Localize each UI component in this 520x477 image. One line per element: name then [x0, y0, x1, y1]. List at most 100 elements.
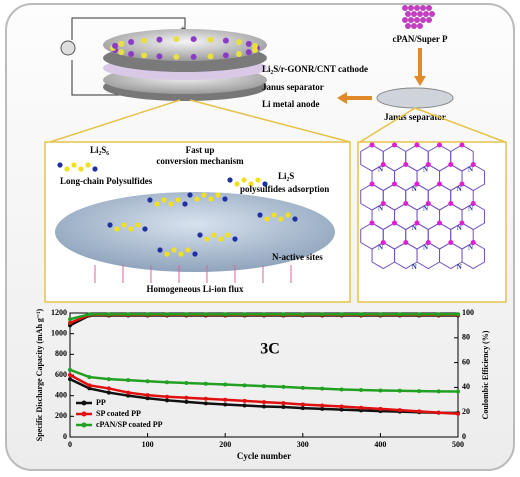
point — [184, 399, 189, 404]
x-tick-label: 400 — [374, 440, 386, 449]
cathode-disk — [103, 29, 267, 61]
x-tick-label: 100 — [142, 440, 154, 449]
n-atom: N — [457, 185, 462, 193]
n-atom: N — [378, 166, 383, 174]
flux-label: Homogeneous Li-ion flux — [146, 284, 244, 294]
point — [203, 396, 208, 401]
n-atom: N — [468, 166, 473, 174]
lattice-atom — [425, 162, 431, 167]
li2s6-label: Li₂S₆ — [90, 145, 109, 155]
janus-disk — [376, 87, 454, 109]
point — [184, 395, 189, 400]
li2s-label: Li₂S — [278, 171, 294, 181]
point — [68, 373, 72, 377]
particle — [245, 40, 252, 47]
janus-label: Janus separator — [384, 112, 446, 122]
atom — [85, 162, 91, 168]
atom — [135, 222, 141, 228]
lattice-atom — [436, 181, 442, 187]
atom — [192, 251, 198, 257]
n-atom: N — [468, 244, 473, 252]
lattice-atom — [436, 220, 442, 226]
point — [126, 378, 131, 383]
particle — [173, 53, 180, 60]
particle — [251, 42, 258, 49]
adsorption-label: polysulfides adsorption — [240, 184, 329, 194]
n-atom: N — [468, 205, 473, 213]
atom — [262, 181, 268, 187]
particle — [402, 5, 408, 11]
atom — [271, 212, 277, 218]
point — [456, 411, 460, 416]
particle — [190, 53, 197, 60]
point — [87, 312, 92, 317]
atom — [234, 181, 240, 187]
point — [223, 397, 228, 402]
separator-label: Janus separator — [262, 82, 324, 92]
point — [320, 386, 325, 391]
particle — [141, 37, 148, 44]
particle — [190, 36, 197, 43]
point — [359, 312, 363, 317]
point — [456, 389, 460, 394]
atom — [64, 166, 70, 172]
lattice-atom — [425, 201, 431, 206]
atom — [154, 201, 160, 207]
lattice-atom — [391, 220, 397, 226]
y-tick-label: 1000 — [51, 328, 67, 337]
y2-tick-label: 40 — [462, 382, 470, 391]
atom — [161, 197, 167, 203]
atom — [182, 201, 188, 207]
n-atom: N — [423, 205, 428, 213]
particle — [414, 5, 420, 11]
y-tick-label: 0 — [63, 432, 67, 441]
atom — [257, 212, 263, 218]
point — [281, 405, 286, 410]
point — [320, 312, 325, 317]
particle — [173, 36, 180, 43]
zoom-lines — [49, 99, 506, 143]
n-atom: N — [457, 263, 462, 271]
point — [203, 312, 208, 317]
point — [126, 393, 131, 398]
particle — [411, 11, 417, 17]
anode-label: Li metal anode — [262, 99, 320, 109]
point — [106, 312, 111, 317]
atom — [57, 162, 63, 168]
particle — [426, 17, 432, 23]
n-atom: N — [378, 244, 383, 252]
point — [378, 312, 383, 317]
atom — [107, 222, 113, 228]
point — [242, 383, 247, 388]
lattice-atom — [470, 240, 476, 245]
point — [417, 312, 422, 317]
lattice-atom — [414, 220, 420, 226]
fast-label: Fast up — [186, 145, 215, 155]
lattice-atom — [425, 240, 431, 245]
separator-surface — [55, 192, 335, 272]
atom — [71, 162, 77, 168]
point — [145, 393, 150, 398]
point — [320, 406, 325, 411]
lattice-atom — [403, 162, 409, 167]
particle — [411, 23, 417, 29]
atom — [225, 232, 231, 238]
x-tick-label: 200 — [219, 440, 231, 449]
point — [359, 405, 363, 410]
atom — [185, 247, 191, 253]
point — [145, 396, 150, 401]
point — [106, 377, 111, 382]
n-atom: N — [412, 263, 417, 271]
particle — [128, 39, 135, 46]
point — [300, 312, 305, 317]
lattice-atom — [369, 142, 375, 148]
atom — [227, 177, 233, 183]
atom — [285, 212, 291, 218]
lattice-atom — [380, 240, 386, 245]
lattice-atom — [380, 162, 386, 167]
y2-axis-title: Coulombic Efficiency (%) — [481, 330, 490, 419]
point — [203, 381, 208, 386]
atom — [208, 196, 214, 202]
point — [436, 410, 441, 415]
particle — [414, 17, 420, 23]
